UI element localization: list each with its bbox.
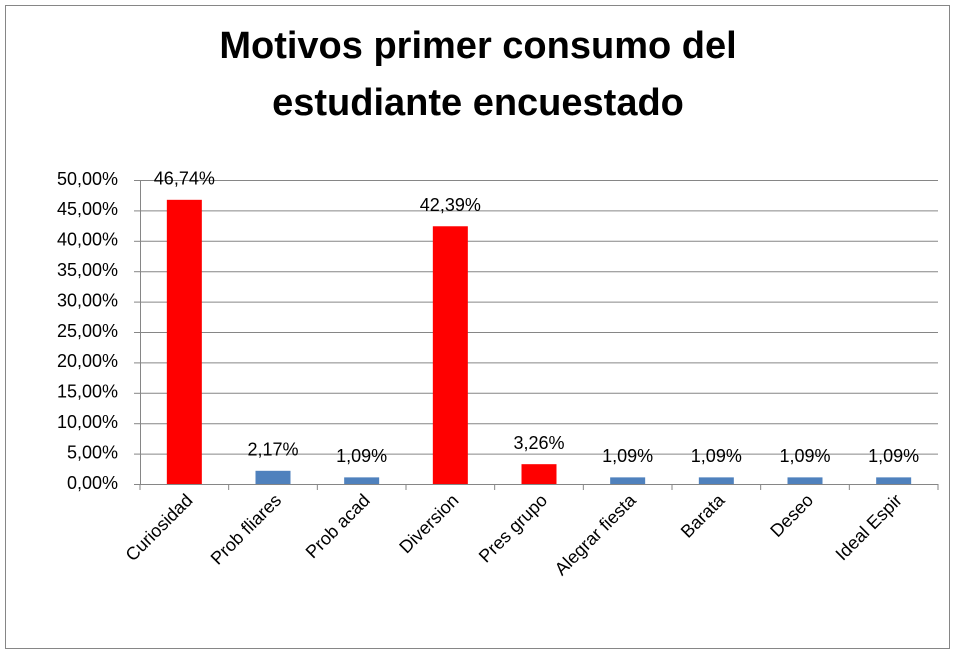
y-tick-label: 40,00% — [57, 230, 118, 250]
y-tick-label: 0,00% — [67, 473, 118, 493]
data-label: 1,09% — [779, 446, 830, 466]
y-tick-label: 45,00% — [57, 199, 118, 219]
data-label: 3,26% — [513, 433, 564, 453]
y-tick-label: 35,00% — [57, 260, 118, 280]
bar — [255, 470, 291, 484]
y-tick-label: 10,00% — [57, 412, 118, 432]
bar — [432, 226, 468, 484]
data-label: 1,09% — [691, 446, 742, 466]
data-label: 2,17% — [247, 440, 298, 460]
data-label: 1,09% — [336, 446, 387, 466]
bar — [344, 477, 380, 484]
bar — [521, 464, 557, 484]
y-tick-label: 25,00% — [57, 321, 118, 341]
chart-border — [5, 5, 950, 649]
chart-title: Motivos primer consumo del — [219, 25, 736, 67]
chart-title: estudiante encuestado — [272, 82, 684, 124]
y-tick-label: 5,00% — [67, 442, 118, 462]
bar — [876, 477, 912, 484]
y-tick-label: 30,00% — [57, 290, 118, 310]
data-label: 1,09% — [868, 446, 919, 466]
data-label: 1,09% — [602, 446, 653, 466]
bar — [610, 477, 646, 484]
bar — [698, 477, 734, 484]
y-tick-label: 50,00% — [57, 169, 118, 189]
y-tick-label: 15,00% — [57, 382, 118, 402]
data-label: 42,39% — [420, 195, 481, 215]
y-tick-label: 20,00% — [57, 351, 118, 371]
data-label: 46,74% — [154, 169, 215, 189]
bar — [787, 477, 823, 484]
bar — [166, 199, 202, 484]
